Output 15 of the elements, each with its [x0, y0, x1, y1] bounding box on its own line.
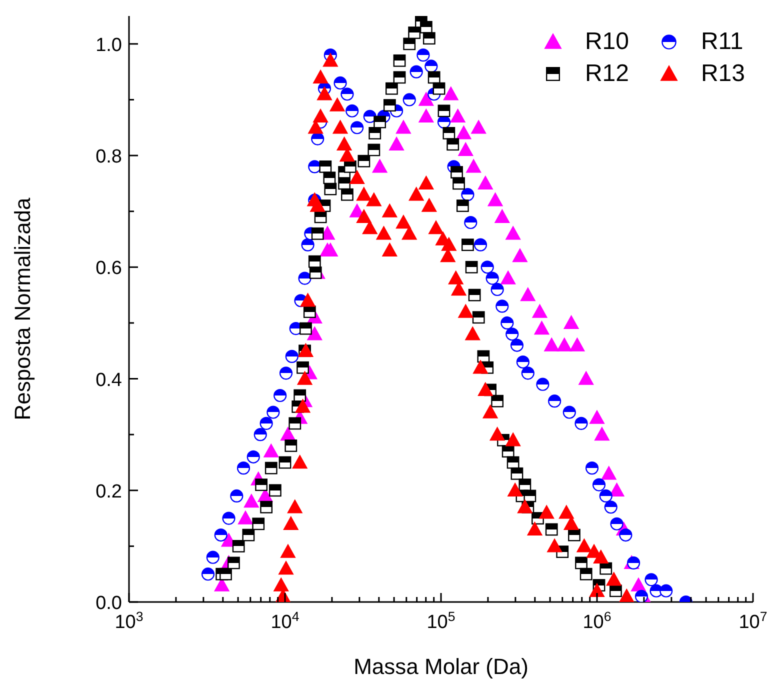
x-tick-label: 10$^{6}$: [582, 608, 612, 633]
legend-label: R13: [700, 60, 745, 88]
x-tick-label: 10$^{5}$: [426, 608, 456, 633]
legend-label: R11: [700, 28, 744, 56]
legend-label: R12: [584, 60, 629, 88]
x-tick-label: 10$^{4}$: [270, 608, 300, 633]
y-axis-title: Resposta Normalizada: [10, 196, 35, 420]
y-tick-label: 0.6: [96, 258, 122, 280]
y-tick-label: 1.0: [96, 34, 122, 56]
y-tick-label: 0.4: [96, 370, 122, 391]
y-tick-label: 0.8: [96, 146, 122, 168]
x-axis-title: Massa Molar (Da): [354, 654, 528, 679]
y-tick-label: 0.2: [96, 481, 122, 502]
legend-label: R10: [584, 28, 629, 56]
x-tick-label: 10$^{7}$: [738, 608, 768, 633]
